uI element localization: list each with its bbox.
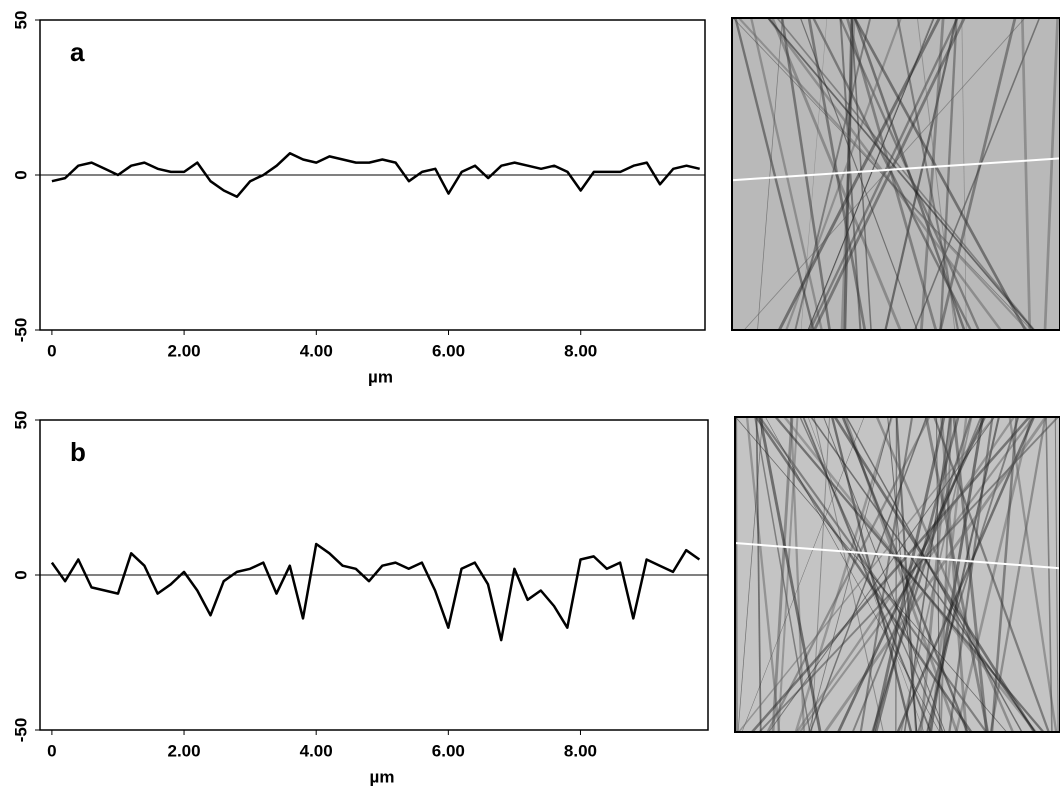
scratch — [809, 416, 928, 733]
x-tick-label: 4.00 — [300, 741, 333, 760]
scratch — [755, 416, 762, 733]
scratch — [743, 17, 1026, 331]
image-frame — [731, 17, 1060, 331]
scratch — [765, 416, 940, 733]
scratch — [734, 17, 815, 331]
scratch — [939, 416, 953, 733]
scratch — [766, 416, 931, 733]
scratch — [767, 17, 1035, 331]
x-tick-label: 2.00 — [168, 341, 201, 360]
scratch — [1043, 17, 1059, 331]
scratch — [751, 416, 1031, 733]
scratch — [874, 416, 960, 733]
scratch — [771, 416, 794, 733]
x-tick-label: 0 — [47, 341, 56, 360]
scratch — [808, 416, 892, 733]
scratch — [755, 416, 973, 733]
scratch — [850, 17, 872, 331]
scan-line — [734, 542, 1060, 570]
profile-line — [51, 152, 700, 198]
y-tick-label: -50 — [11, 318, 30, 343]
x-axis-label: µm — [368, 367, 393, 386]
scratch — [780, 17, 831, 331]
x-tick-label: 6.00 — [432, 741, 465, 760]
scratch — [837, 416, 986, 733]
scratch — [872, 416, 946, 733]
x-axis-label: µm — [370, 767, 395, 786]
scan-line — [731, 157, 1060, 182]
scratch — [896, 416, 1035, 733]
scratch — [738, 416, 995, 733]
x-tick-label: 8.00 — [564, 341, 597, 360]
scratch — [1054, 416, 1059, 733]
scratch — [757, 17, 783, 331]
scratch — [741, 416, 865, 733]
scratch — [875, 416, 1014, 733]
scratch — [845, 17, 938, 331]
scratch — [758, 416, 988, 733]
scratch — [853, 17, 1027, 331]
scratch — [750, 17, 823, 331]
scratch — [799, 17, 918, 331]
scratch — [895, 416, 898, 733]
scratch — [735, 416, 1007, 733]
scratch — [1045, 416, 1053, 733]
scratch — [935, 416, 941, 733]
scratch — [961, 17, 967, 331]
scratch — [859, 416, 914, 733]
scratch — [737, 416, 763, 733]
scratch — [948, 416, 994, 733]
scratch — [938, 17, 1017, 331]
scratch — [990, 416, 1018, 733]
panel-label: b — [70, 437, 86, 467]
scratch — [843, 17, 854, 331]
scratch — [1020, 17, 1032, 331]
scratch — [896, 17, 960, 331]
y-tick-label: 50 — [11, 411, 30, 430]
scratch — [768, 416, 995, 733]
x-tick-label: 2.00 — [167, 741, 200, 760]
afm-image — [734, 416, 1060, 733]
scratch — [933, 416, 1050, 733]
panel-label: a — [70, 37, 85, 67]
y-tick-label: 50 — [11, 11, 30, 30]
scratch — [924, 416, 990, 733]
scratch — [839, 17, 862, 331]
scratch — [853, 17, 966, 331]
scratch — [738, 17, 1028, 331]
scratch — [745, 416, 781, 733]
scratch — [813, 17, 966, 331]
x-tick-label: 8.00 — [564, 741, 597, 760]
scratch — [916, 17, 956, 331]
profile-line — [50, 542, 701, 642]
afm-image — [731, 17, 1060, 331]
y-tick-label: 0 — [11, 570, 30, 579]
scratch — [795, 416, 1015, 733]
scratch — [735, 416, 738, 733]
scratch — [1008, 416, 1058, 733]
image-frame — [734, 416, 1060, 733]
y-tick-label: -50 — [11, 718, 30, 743]
scratch — [758, 416, 822, 733]
scratch — [807, 17, 935, 331]
x-tick-label: 4.00 — [300, 341, 333, 360]
y-tick-label: 0 — [11, 170, 30, 179]
x-tick-label: 6.00 — [432, 341, 465, 360]
x-tick-label: 0 — [47, 741, 56, 760]
